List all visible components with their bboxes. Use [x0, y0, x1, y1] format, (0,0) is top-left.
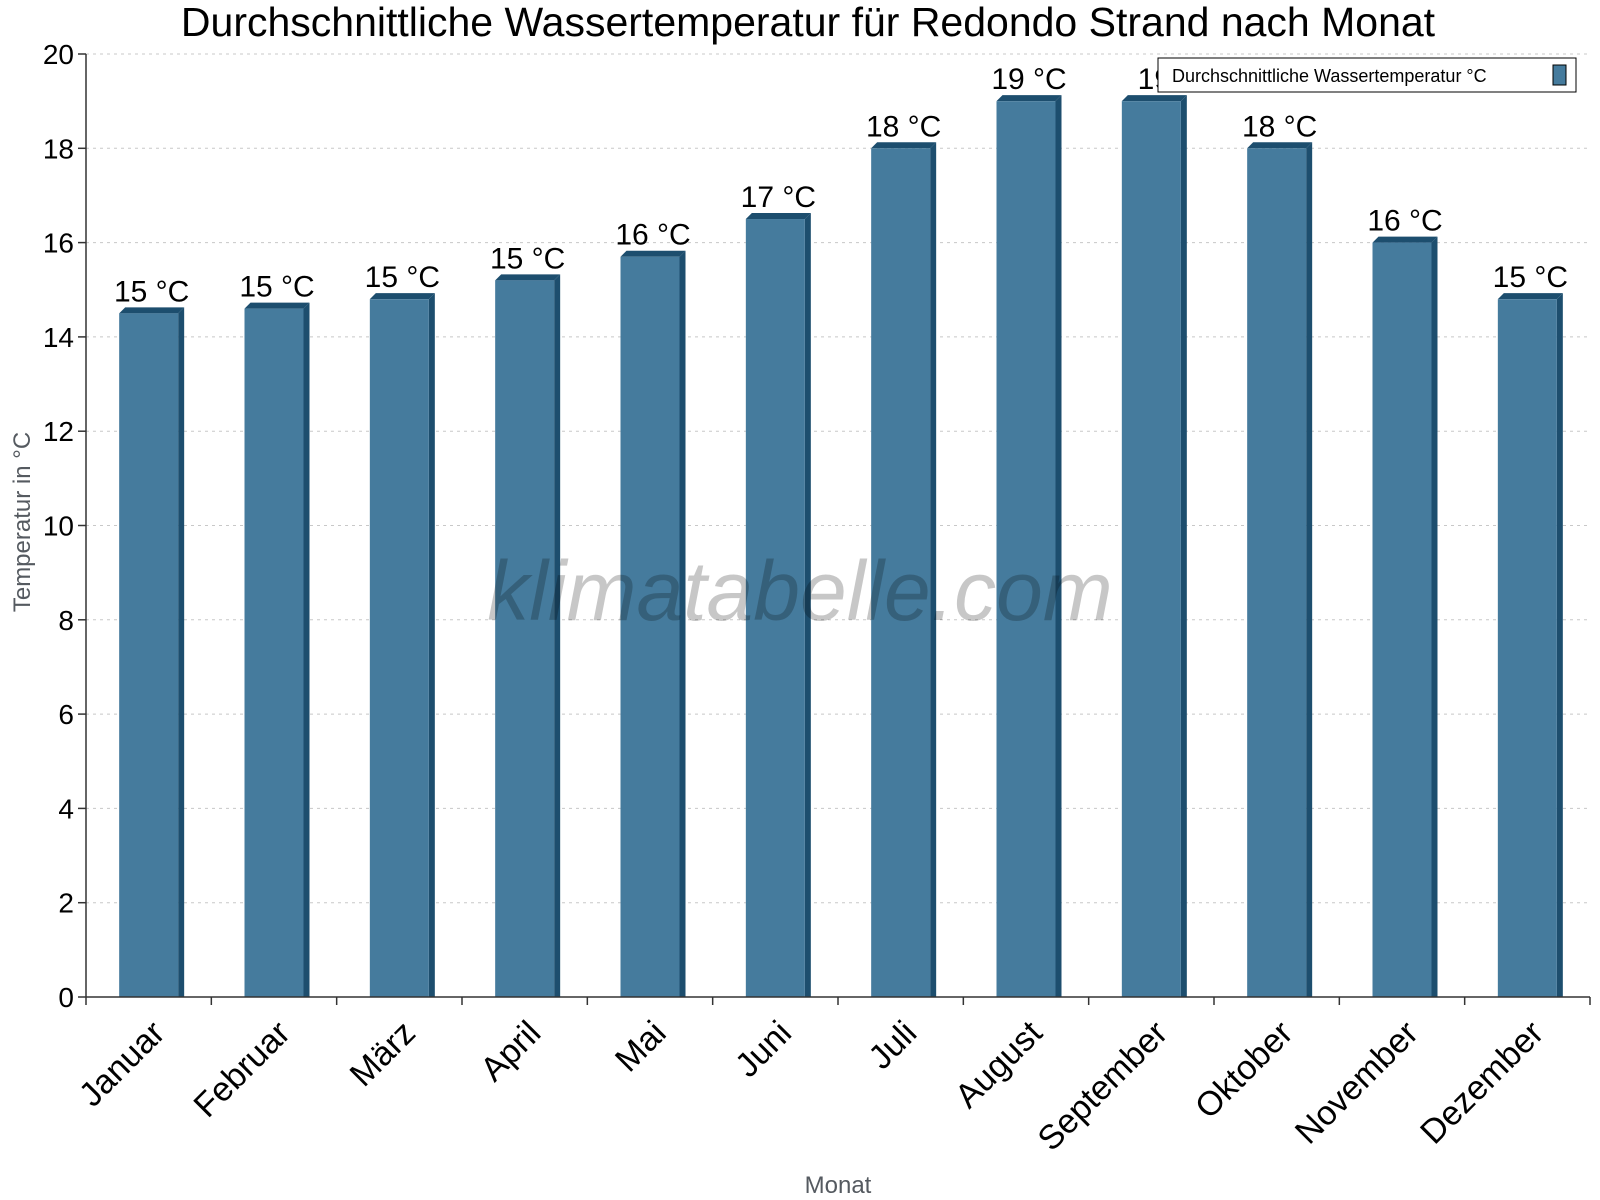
x-tick-label: Juni — [728, 1014, 799, 1085]
bars — [119, 95, 1563, 998]
bar — [244, 308, 304, 997]
bar-side-face — [1180, 95, 1187, 997]
bar — [1247, 148, 1307, 998]
watermark: klimatabelle.com — [487, 544, 1113, 638]
value-label: 17 °C — [741, 181, 816, 214]
value-label: 18 °C — [866, 110, 941, 143]
bar-top-face — [369, 293, 435, 300]
value-label: 15 °C — [114, 275, 189, 308]
value-label: 16 °C — [1367, 205, 1442, 238]
bar — [745, 219, 805, 997]
chart-title: Durchschnittliche Wassertemperatur für R… — [181, 0, 1436, 45]
bar-top-face — [119, 307, 185, 314]
bar-side-face — [554, 274, 561, 997]
legend-box — [1157, 57, 1577, 93]
bar-top-face — [745, 213, 811, 220]
bar — [1121, 101, 1181, 997]
bar-side-face — [1306, 142, 1313, 998]
legend-label: Durchschnittliche Wassertemperatur °C — [1172, 66, 1487, 86]
bar — [996, 101, 1056, 997]
legend: Durchschnittliche Wassertemperatur °C — [1157, 57, 1577, 93]
y-tick-label: 12 — [43, 416, 74, 447]
value-label: 15 °C — [1493, 261, 1568, 294]
bar-side-face — [1556, 293, 1563, 997]
bar-top-face — [1497, 293, 1563, 300]
bar-top-face — [495, 274, 561, 281]
bar-top-face — [1247, 142, 1313, 149]
y-tick-label: 16 — [43, 228, 74, 259]
value-label: 16 °C — [615, 219, 690, 252]
x-tick-label: Februar — [187, 1014, 298, 1125]
value-label: 18 °C — [1242, 110, 1317, 143]
y-tick-label: 4 — [58, 793, 74, 824]
bar-top-face — [1121, 95, 1187, 102]
bar — [1372, 242, 1432, 998]
bar-side-face — [679, 250, 686, 997]
y-tick-label: 20 — [43, 39, 74, 70]
y-tick-label: 0 — [58, 982, 74, 1013]
y-tick-label: 2 — [58, 888, 74, 919]
bar — [620, 256, 680, 997]
legend-swatch — [1552, 64, 1567, 86]
x-tick-label: Dezember — [1413, 1014, 1551, 1152]
bar-side-face — [930, 142, 937, 998]
y-tick-label: 6 — [58, 699, 74, 730]
y-axis-label: Temperatur in °C — [9, 432, 36, 612]
value-label: 15 °C — [490, 242, 565, 275]
bar-side-face — [303, 302, 310, 997]
x-tick-label: August — [948, 1013, 1050, 1115]
bar — [119, 313, 179, 997]
bar-top-face — [996, 95, 1062, 102]
grid-lines — [86, 53, 1590, 904]
x-tick-label: März — [343, 1014, 423, 1094]
bar-side-face — [178, 307, 185, 997]
bar — [871, 148, 931, 998]
y-tick-label: 18 — [43, 133, 74, 164]
bar-top-face — [620, 250, 686, 257]
value-label: 19 °C — [991, 63, 1066, 96]
y-tick-label: 8 — [58, 605, 74, 636]
bar-side-face — [428, 293, 435, 997]
value-label: 15 °C — [365, 261, 440, 294]
x-axis-label: Monat — [805, 1172, 872, 1199]
x-tick-label: Oktober — [1188, 1014, 1300, 1126]
bar-side-face — [1431, 236, 1438, 998]
bar-top-face — [871, 142, 937, 149]
x-tick-label: Januar — [72, 1014, 172, 1114]
value-label: 15 °C — [239, 271, 314, 304]
x-tick-label: Mai — [608, 1014, 674, 1080]
bar-side-face — [804, 213, 811, 997]
y-tick-label: 10 — [43, 511, 74, 542]
bar-top-face — [244, 302, 310, 309]
bar-top-face — [1372, 236, 1438, 243]
x-tick-label: November — [1288, 1014, 1426, 1152]
x-tick-label: Juli — [861, 1014, 924, 1077]
bar-side-face — [1055, 95, 1062, 997]
bar — [495, 280, 555, 997]
x-tick-label: April — [473, 1014, 548, 1089]
x-tick-label: September — [1031, 1014, 1175, 1158]
bar — [369, 299, 429, 997]
bar — [1497, 299, 1557, 997]
y-tick-label: 14 — [43, 322, 74, 353]
value-labels: 15 °C 15 °C 15 °C 15 °C 16 °C 17 °C 18 °C 19 °C… — [114, 63, 1568, 308]
